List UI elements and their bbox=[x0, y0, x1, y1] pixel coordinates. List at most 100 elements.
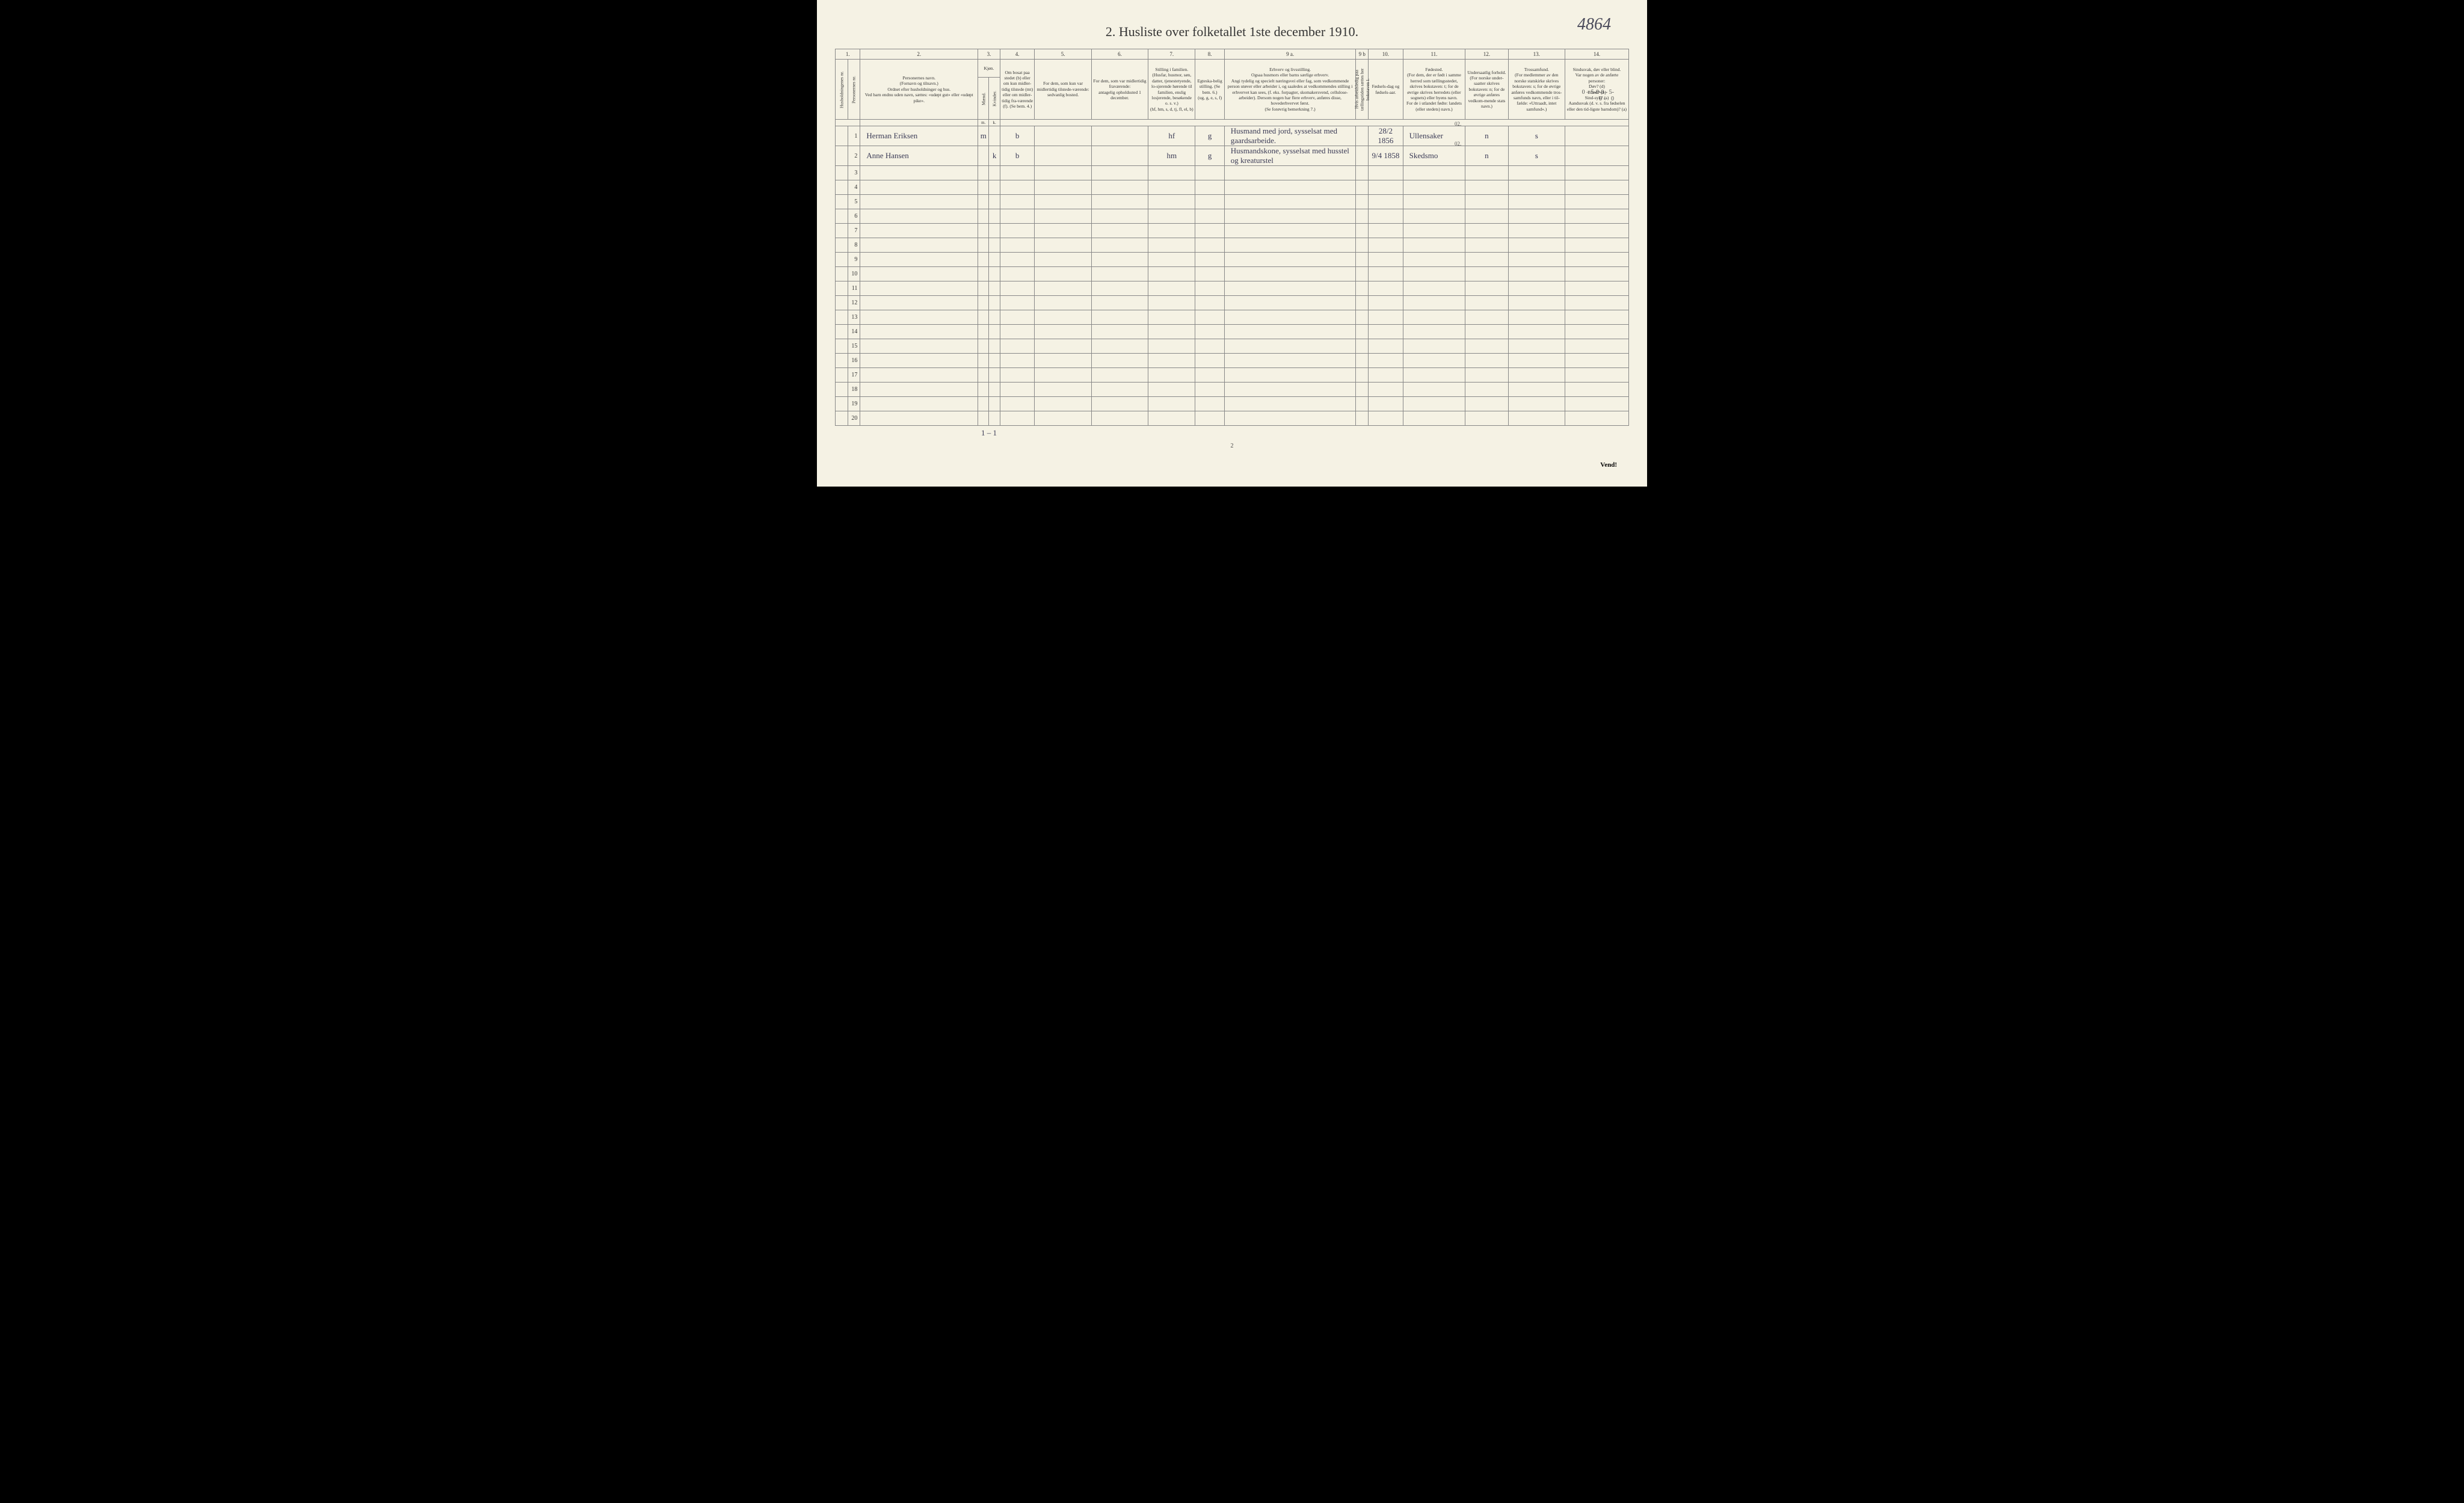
cell-sindssvak bbox=[1565, 281, 1628, 296]
colnum-4: 4. bbox=[1000, 49, 1035, 60]
cell-bosat bbox=[1000, 238, 1035, 253]
cell-arbeidsledig bbox=[1356, 411, 1369, 426]
cell-arbeidsledig bbox=[1356, 209, 1369, 224]
cell-fodested bbox=[1403, 180, 1465, 195]
cell-midl-tilstede bbox=[1035, 267, 1091, 281]
cell-k: k bbox=[989, 146, 1000, 166]
cell-person-nr: 11 bbox=[848, 281, 860, 296]
cell-familiestilling bbox=[1148, 180, 1195, 195]
cell-person-nr: 10 bbox=[848, 267, 860, 281]
cell-k bbox=[989, 238, 1000, 253]
cell-fodested bbox=[1403, 253, 1465, 267]
cell-undersaat bbox=[1465, 267, 1508, 281]
cell-erhverv bbox=[1224, 383, 1356, 397]
cell-undersaat bbox=[1465, 238, 1508, 253]
cell-k bbox=[989, 166, 1000, 180]
header-row: Husholdningenes nr. Personernes nr. Pers… bbox=[836, 60, 1629, 78]
cell-midl-tilstede bbox=[1035, 146, 1091, 166]
cell-fodested bbox=[1403, 368, 1465, 383]
cell-k bbox=[989, 267, 1000, 281]
margin-note-right: 0 – 5-0-0 - 5- 0 – 0 bbox=[1582, 89, 1614, 102]
table-row: 4 bbox=[836, 180, 1629, 195]
cell-name bbox=[860, 354, 978, 368]
cell-undersaat bbox=[1465, 253, 1508, 267]
cell-erhverv bbox=[1224, 180, 1356, 195]
vend-label: Vend! bbox=[835, 461, 1629, 469]
cell-fodested: Skedsmo02. bbox=[1403, 146, 1465, 166]
cell-person-nr: 5 bbox=[848, 195, 860, 209]
table-row: 14 bbox=[836, 325, 1629, 339]
cell-egteskab bbox=[1195, 209, 1224, 224]
colnum-9b: 9 b bbox=[1356, 49, 1369, 60]
hdr-maend: Mænd. bbox=[978, 78, 989, 120]
cell-midl-fravaer bbox=[1091, 310, 1148, 325]
cell-fodselsdato bbox=[1369, 195, 1403, 209]
cell-familiestilling bbox=[1148, 354, 1195, 368]
cell-familiestilling bbox=[1148, 368, 1195, 383]
cell-trossamfund bbox=[1508, 166, 1565, 180]
sub-k: k. bbox=[989, 120, 1000, 126]
cell-person-nr: 18 bbox=[848, 383, 860, 397]
cell-m bbox=[978, 325, 989, 339]
cell-sindssvak bbox=[1565, 209, 1628, 224]
cell-fodselsdato bbox=[1369, 354, 1403, 368]
cell-person-nr: 9 bbox=[848, 253, 860, 267]
cell-hushold-nr bbox=[836, 411, 848, 426]
cell-fodselsdato bbox=[1369, 224, 1403, 238]
cell-sindssvak bbox=[1565, 195, 1628, 209]
cell-familiestilling: hm bbox=[1148, 146, 1195, 166]
cell-egteskab bbox=[1195, 253, 1224, 267]
cell-hushold-nr bbox=[836, 339, 848, 354]
cell-fodested bbox=[1403, 238, 1465, 253]
cell-sindssvak bbox=[1565, 166, 1628, 180]
table-row: 6 bbox=[836, 209, 1629, 224]
table-row: 18 bbox=[836, 383, 1629, 397]
cell-midl-tilstede bbox=[1035, 325, 1091, 339]
cell-trossamfund bbox=[1508, 267, 1565, 281]
cell-egteskab bbox=[1195, 267, 1224, 281]
cell-arbeidsledig bbox=[1356, 368, 1369, 383]
cell-hushold-nr bbox=[836, 325, 848, 339]
cell-egteskab bbox=[1195, 383, 1224, 397]
table-row: 19 bbox=[836, 397, 1629, 411]
colnum-2: 2. bbox=[860, 49, 978, 60]
cell-m bbox=[978, 310, 989, 325]
cell-k bbox=[989, 296, 1000, 310]
cell-midl-fravaer bbox=[1091, 383, 1148, 397]
table-row: 12 bbox=[836, 296, 1629, 310]
cell-hushold-nr bbox=[836, 253, 848, 267]
cell-fodested bbox=[1403, 411, 1465, 426]
column-number-row: 1. 2. 3. 4. 5. 6. 7. 8. 9 a. 9 b 10. 11.… bbox=[836, 49, 1629, 60]
table-row: 20 bbox=[836, 411, 1629, 426]
cell-fodselsdato bbox=[1369, 325, 1403, 339]
cell-familiestilling: hf bbox=[1148, 126, 1195, 146]
cell-midl-tilstede bbox=[1035, 296, 1091, 310]
cell-bosat bbox=[1000, 354, 1035, 368]
cell-name bbox=[860, 195, 978, 209]
cell-familiestilling bbox=[1148, 281, 1195, 296]
cell-arbeidsledig bbox=[1356, 383, 1369, 397]
cell-trossamfund: s bbox=[1508, 146, 1565, 166]
cell-k bbox=[989, 339, 1000, 354]
cell-bosat: b bbox=[1000, 146, 1035, 166]
cell-k bbox=[989, 368, 1000, 383]
cell-familiestilling bbox=[1148, 253, 1195, 267]
cell-egteskab bbox=[1195, 310, 1224, 325]
cell-arbeidsledig bbox=[1356, 354, 1369, 368]
cell-hushold-nr bbox=[836, 267, 848, 281]
cell-m bbox=[978, 209, 989, 224]
cell-familiestilling bbox=[1148, 224, 1195, 238]
colnum-13: 13. bbox=[1508, 49, 1565, 60]
hdr-kjon: Kjøn. bbox=[978, 60, 1000, 78]
cell-sindssvak bbox=[1565, 224, 1628, 238]
table-row: 9 bbox=[836, 253, 1629, 267]
cell-person-nr: 20 bbox=[848, 411, 860, 426]
cell-arbeidsledig bbox=[1356, 267, 1369, 281]
cell-fodselsdato bbox=[1369, 296, 1403, 310]
table-row: 2Anne HansenkbhmgHusmandskone, sysselsat… bbox=[836, 146, 1629, 166]
table-row: 7 bbox=[836, 224, 1629, 238]
cell-trossamfund bbox=[1508, 368, 1565, 383]
cell-egteskab bbox=[1195, 368, 1224, 383]
cell-midl-tilstede bbox=[1035, 180, 1091, 195]
cell-midl-tilstede bbox=[1035, 238, 1091, 253]
